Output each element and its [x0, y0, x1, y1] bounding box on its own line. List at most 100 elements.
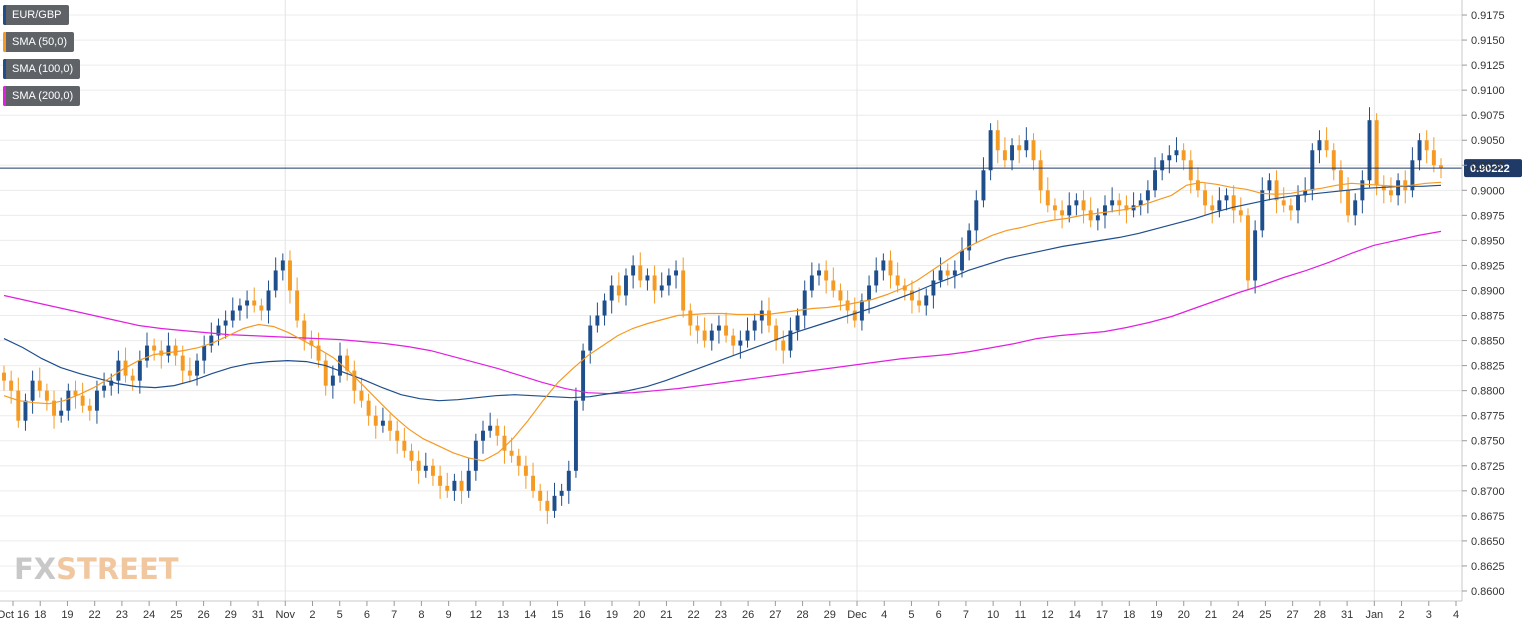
y-tick-label: 0.9175: [1471, 10, 1505, 22]
candle-body: [1331, 150, 1336, 171]
candle-body: [137, 360, 142, 381]
legend-label: SMA (100,0): [12, 63, 74, 75]
candle-body: [924, 295, 929, 306]
candle-body: [1238, 210, 1243, 216]
x-tick-label: 16: [579, 609, 591, 621]
y-tick-label: 0.8825: [1471, 361, 1505, 373]
legend-item-sma50[interactable]: SMA (50,0): [3, 32, 75, 52]
candle-body: [1138, 200, 1143, 206]
candle-layer: [2, 107, 1443, 524]
candle-body: [223, 320, 228, 326]
candle-body: [759, 310, 764, 321]
candle-body: [909, 290, 914, 301]
x-tick-label: 6: [936, 609, 942, 621]
candle-body: [209, 335, 214, 346]
x-tick-label: 4: [881, 609, 887, 621]
y-tick-label: 0.8875: [1471, 311, 1505, 323]
candle-body: [1160, 160, 1165, 171]
candle-body: [37, 380, 42, 391]
candle-body: [1153, 170, 1157, 191]
candle-body: [1288, 205, 1293, 211]
y-tick-label: 0.9075: [1471, 110, 1505, 122]
candle-body: [1024, 140, 1029, 151]
candle-body: [1267, 180, 1272, 191]
x-tick-label: 13: [497, 609, 509, 621]
y-tick-label: 0.8725: [1471, 461, 1505, 473]
candle-body: [459, 480, 464, 491]
candle-body: [895, 275, 900, 286]
candle-body: [1360, 180, 1365, 201]
candle-body: [1145, 190, 1150, 201]
candle-body: [1088, 210, 1093, 221]
y-tick-label: 0.8700: [1471, 486, 1505, 498]
candle-body: [767, 310, 771, 326]
x-tick-label: 22: [688, 609, 700, 621]
x-tick-label: 31: [1341, 609, 1353, 621]
candle-body: [624, 275, 628, 296]
legend-label: EUR/GBP: [12, 9, 62, 21]
candle-body: [445, 485, 450, 491]
candle-body: [824, 270, 829, 281]
candle-body: [252, 300, 257, 306]
candle-body: [1253, 230, 1258, 281]
candle-body: [917, 300, 922, 306]
candle-body: [1367, 120, 1372, 181]
candle-body: [430, 465, 435, 476]
candle-body: [187, 370, 192, 376]
candle-body: [509, 450, 514, 456]
candle-body: [516, 455, 521, 466]
x-tick-label: 7: [391, 609, 397, 621]
legend-item-eurgbp[interactable]: EUR/GBP: [3, 5, 69, 25]
candle-body: [102, 385, 107, 391]
candle-body: [731, 335, 736, 346]
candle-body: [988, 130, 993, 171]
candle-body: [1410, 160, 1415, 191]
candle-body: [273, 270, 278, 291]
candle-body: [545, 500, 550, 511]
candle-body: [1439, 165, 1443, 169]
candle-body: [852, 310, 857, 321]
candle-body: [94, 390, 99, 411]
x-tick-label: 29: [225, 609, 237, 621]
candle-body: [581, 350, 586, 401]
x-tick-label: 19: [1150, 609, 1162, 621]
x-tick-label: 4: [1453, 609, 1459, 621]
candle-body: [1017, 145, 1022, 151]
x-tick-label: Jan: [1365, 609, 1383, 621]
candle-body: [1117, 200, 1122, 206]
legend: EUR/GBP SMA (50,0) SMA (100,0) SMA (200,…: [3, 5, 81, 113]
candle-body: [216, 325, 221, 336]
candle-body: [795, 315, 800, 331]
legend-item-sma100[interactable]: SMA (100,0): [3, 59, 81, 79]
candle-body: [960, 250, 964, 271]
candle-body: [681, 270, 686, 311]
candle-body: [481, 430, 485, 441]
candle-body: [1281, 200, 1286, 206]
x-tick-label: 2: [309, 609, 315, 621]
x-tick-label: Nov: [275, 609, 295, 621]
y-tick-label: 0.8950: [1471, 235, 1505, 247]
x-tick-label: 25: [1259, 609, 1271, 621]
candle-body: [859, 300, 864, 321]
y-tick-label: 0.8775: [1471, 411, 1505, 423]
legend-swatch: [3, 5, 6, 25]
x-tick-label: 15: [551, 609, 563, 621]
candle-body: [1124, 205, 1129, 211]
candle-body: [588, 325, 593, 351]
candle-body: [716, 325, 721, 331]
x-tick-label: 6: [364, 609, 370, 621]
y-tick-label: 0.9150: [1471, 35, 1505, 47]
x-tick-label: 21: [660, 609, 672, 621]
candle-body: [738, 340, 743, 346]
legend-item-sma200[interactable]: SMA (200,0): [3, 86, 81, 106]
candle-body: [130, 375, 135, 381]
candle-body: [409, 450, 414, 461]
candle-body: [631, 265, 636, 276]
candle-body: [195, 360, 199, 376]
candle-body: [1052, 205, 1057, 211]
candle-body: [1353, 200, 1358, 216]
candle-body: [616, 285, 621, 296]
candle-body: [280, 260, 285, 271]
candle-body: [245, 300, 250, 306]
candle-body: [802, 290, 807, 316]
